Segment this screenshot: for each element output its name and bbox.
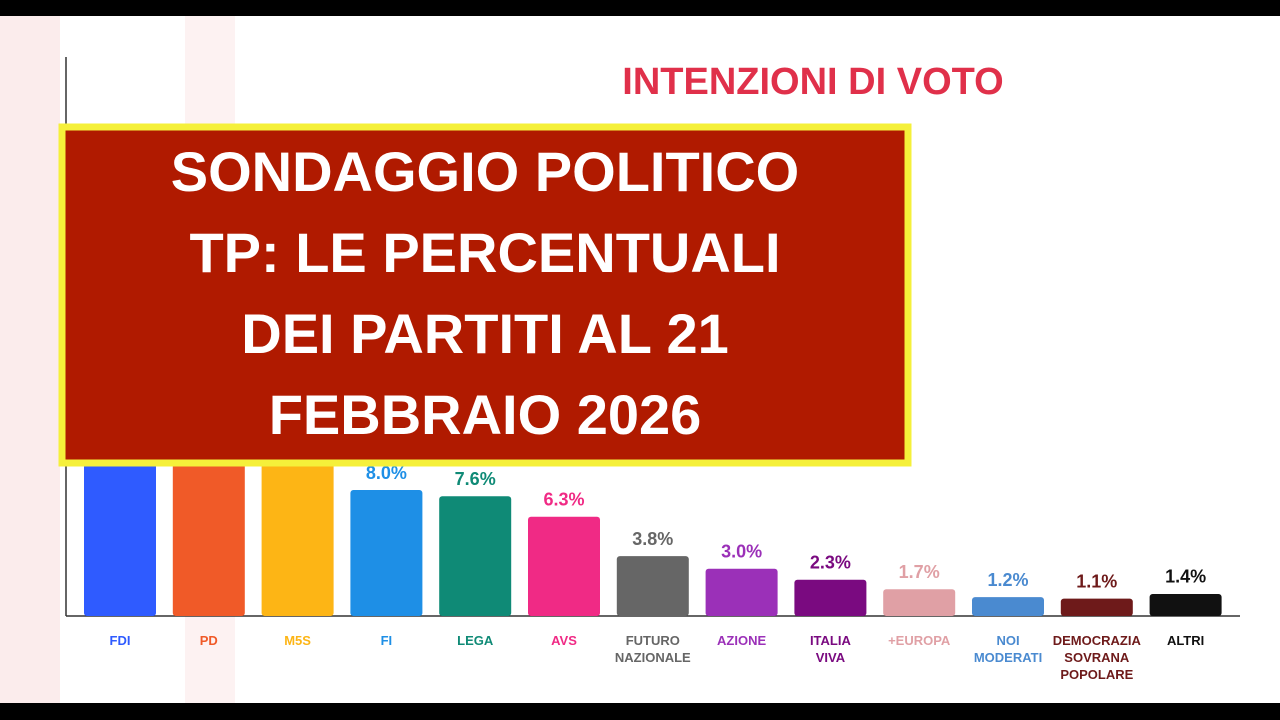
value-label: 1.2% (987, 570, 1028, 590)
overlay-line: SONDAGGIO POLITICO (171, 140, 799, 203)
value-label: 3.0% (721, 542, 762, 562)
x-tick-label: FI (381, 633, 393, 648)
overlay-line: FEBBRAIO 2026 (269, 383, 702, 446)
bar (439, 496, 512, 616)
overlay-line: TP: LE PERCENTUALI (189, 221, 780, 284)
value-label: 7.6% (455, 469, 496, 489)
x-tick-label: ALTRI (1167, 633, 1204, 648)
value-label: 8.0% (366, 463, 407, 483)
bar (1060, 598, 1133, 616)
x-tick-label: ITALIA VIVA (810, 633, 852, 665)
bar (528, 516, 600, 616)
value-label: 2.3% (810, 553, 851, 573)
overlay-line: DEI PARTITI AL 21 (241, 302, 728, 365)
x-tick-label: AZIONE (717, 633, 766, 648)
chart-title: INTENZIONI DI VOTO (622, 61, 1003, 103)
x-tick-label: M5S (284, 633, 311, 648)
value-label: 6.3% (543, 490, 584, 510)
x-tick-label: LEGA (457, 633, 494, 648)
bar (794, 579, 867, 616)
value-label: 1.1% (1076, 571, 1117, 591)
x-tick-label: AVS (551, 633, 577, 648)
bar (261, 419, 334, 616)
bar (1149, 593, 1222, 616)
x-tick-label: +EUROPA (888, 633, 951, 648)
bar (972, 597, 1044, 616)
x-tick-label: FDI (110, 633, 131, 648)
decor (0, 16, 60, 703)
x-tick-label: FUTURO NAZIONALE (615, 633, 691, 665)
bar (350, 490, 423, 616)
value-label: 1.7% (899, 562, 940, 582)
bar (616, 556, 689, 616)
x-tick-label: NOI MODERATI (974, 633, 1042, 665)
x-tick-label: PD (200, 633, 218, 648)
bar (705, 568, 778, 616)
bar (883, 589, 956, 616)
value-label: 3.8% (632, 529, 673, 549)
x-tick-label: DEMOCRAZIA SOVRANA POPOLARE (1053, 633, 1142, 682)
overlay-box (58, 123, 912, 467)
value-label: 1.4% (1165, 567, 1206, 587)
